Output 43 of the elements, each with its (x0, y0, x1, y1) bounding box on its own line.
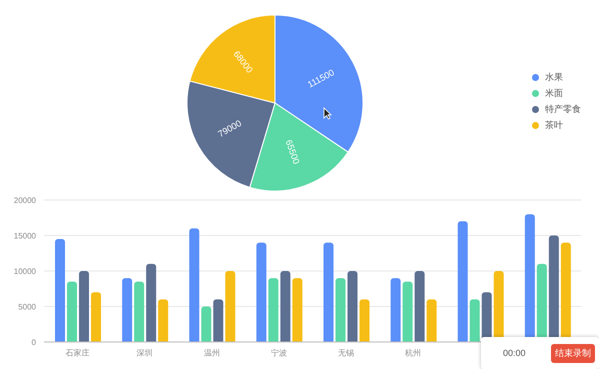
x-tick-label: 温州 (204, 348, 220, 358)
bar (280, 271, 290, 342)
bar (225, 271, 236, 342)
bar (158, 299, 168, 342)
bar (134, 282, 144, 342)
bar (79, 271, 89, 342)
x-tick-label: 无锡 (338, 348, 354, 358)
bar (348, 271, 358, 342)
bar (324, 242, 334, 342)
bar (268, 278, 278, 342)
x-tick-label: 深圳 (136, 348, 153, 358)
y-tick-label: 15000 (14, 231, 37, 240)
legend-label: 水果 (545, 70, 563, 84)
legend-label: 茶叶 (545, 118, 563, 132)
x-tick-label: 宁波 (270, 348, 287, 358)
x-tick-label: 杭州 (404, 348, 422, 358)
bar (213, 299, 224, 342)
bar (122, 278, 132, 342)
recorder-panel: 00:00 结束录制 (481, 337, 599, 369)
bar (414, 271, 425, 342)
x-tick-label: 石家庄 (66, 348, 90, 358)
bar (189, 228, 200, 342)
bar (91, 292, 101, 342)
y-tick-label: 10000 (14, 266, 37, 276)
bar (336, 278, 346, 342)
bar (458, 221, 468, 342)
legend-label: 特产零食 (545, 102, 581, 116)
y-tick-label: 20000 (14, 196, 37, 205)
bar (256, 242, 266, 342)
bar (55, 239, 65, 342)
bar (201, 306, 212, 342)
bar (426, 299, 437, 342)
bar (67, 282, 77, 342)
y-tick-label: 0 (32, 338, 37, 347)
bar (360, 299, 370, 342)
data-label: 65500 (284, 138, 302, 166)
bar (470, 299, 480, 342)
bar (146, 264, 156, 342)
bar (402, 282, 413, 342)
legend-label: 米面 (545, 86, 563, 100)
y-tick-label: 5000 (18, 302, 37, 312)
bar (390, 278, 401, 342)
bar (292, 278, 302, 342)
